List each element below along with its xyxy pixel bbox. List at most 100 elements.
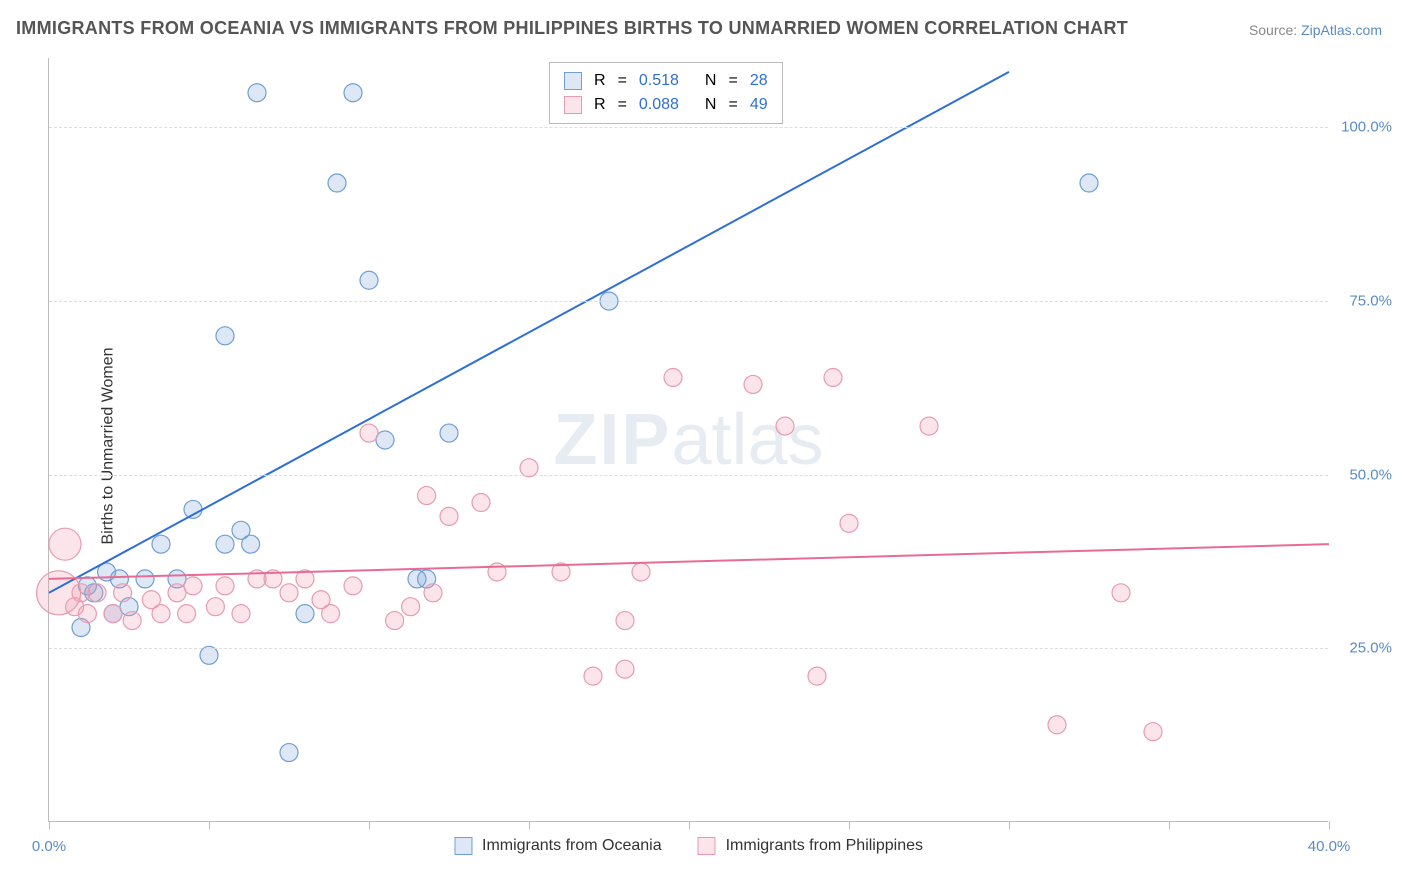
- scatter-point: [824, 368, 842, 386]
- legend-correlation-box: R = 0.518 N = 28 R = 0.088 N = 49: [549, 62, 783, 124]
- scatter-point: [344, 577, 362, 595]
- legend-eq2-1: =: [728, 96, 737, 114]
- legend-swatch-0: [564, 72, 582, 90]
- x-tick: [1169, 821, 1170, 829]
- source-attribution: Source: ZipAtlas.com: [1249, 22, 1382, 38]
- grid-line: [49, 301, 1328, 302]
- chart-title: IMMIGRANTS FROM OCEANIA VS IMMIGRANTS FR…: [16, 18, 1128, 39]
- scatter-point: [776, 417, 794, 435]
- scatter-point: [328, 174, 346, 192]
- x-tick-label: 40.0%: [1308, 838, 1351, 855]
- legend-bottom-label-1: Immigrants from Philippines: [726, 837, 923, 855]
- legend-r-label: R: [594, 72, 606, 90]
- scatter-point: [360, 424, 378, 442]
- scatter-point: [296, 605, 314, 623]
- y-tick-label: 100.0%: [1341, 119, 1392, 136]
- x-tick: [689, 821, 690, 829]
- scatter-point: [232, 605, 250, 623]
- legend-r-value-0: 0.518: [639, 72, 693, 90]
- legend-row-series-1: R = 0.088 N = 49: [564, 93, 768, 117]
- scatter-point: [744, 375, 762, 393]
- scatter-point: [104, 605, 122, 623]
- scatter-point: [248, 84, 266, 102]
- scatter-point: [152, 535, 170, 553]
- scatter-point: [344, 84, 362, 102]
- scatter-point: [840, 514, 858, 532]
- legend-n-value-0: 28: [750, 72, 768, 90]
- scatter-point: [280, 584, 298, 602]
- x-tick: [1009, 821, 1010, 829]
- scatter-point: [216, 577, 234, 595]
- grid-line: [49, 648, 1328, 649]
- scatter-point: [152, 605, 170, 623]
- scatter-point: [114, 584, 132, 602]
- trend-line: [49, 544, 1329, 579]
- scatter-point: [376, 431, 394, 449]
- legend-n-label-1: N: [705, 96, 717, 114]
- x-tick: [529, 821, 530, 829]
- scatter-point: [632, 563, 650, 581]
- source-prefix: Source:: [1249, 22, 1301, 38]
- scatter-point: [424, 584, 442, 602]
- scatter-point: [402, 598, 420, 616]
- scatter-point: [168, 584, 186, 602]
- legend-bottom-swatch-0: [454, 837, 472, 855]
- legend-r-label-1: R: [594, 96, 606, 114]
- x-tick: [849, 821, 850, 829]
- scatter-point: [49, 528, 81, 560]
- legend-bottom-label-0: Immigrants from Oceania: [482, 837, 662, 855]
- scatter-point: [418, 487, 436, 505]
- x-tick: [49, 821, 50, 829]
- y-tick-label: 25.0%: [1349, 640, 1392, 657]
- x-tick-label: 0.0%: [32, 838, 66, 855]
- legend-series-box: Immigrants from Oceania Immigrants from …: [454, 837, 923, 855]
- legend-item-0: Immigrants from Oceania: [454, 837, 662, 855]
- trend-line: [49, 72, 1009, 593]
- scatter-point: [242, 535, 260, 553]
- y-tick-label: 50.0%: [1349, 466, 1392, 483]
- scatter-point: [216, 327, 234, 345]
- legend-eq: =: [618, 72, 627, 90]
- legend-n-value-1: 49: [750, 96, 768, 114]
- scatter-point: [322, 605, 340, 623]
- plot-area: ZIPatlas R = 0.518 N = 28 R = 0.088 N = …: [48, 58, 1328, 822]
- scatter-point: [1112, 584, 1130, 602]
- x-tick: [1329, 821, 1330, 829]
- scatter-point: [360, 271, 378, 289]
- scatter-point: [136, 570, 154, 588]
- scatter-point: [472, 494, 490, 512]
- y-tick-label: 75.0%: [1349, 293, 1392, 310]
- legend-swatch-1: [564, 96, 582, 114]
- legend-bottom-swatch-1: [698, 837, 716, 855]
- scatter-point: [206, 598, 224, 616]
- scatter-point: [1080, 174, 1098, 192]
- legend-r-value-1: 0.088: [639, 96, 693, 114]
- scatter-point: [664, 368, 682, 386]
- scatter-point: [440, 424, 458, 442]
- scatter-point: [78, 605, 96, 623]
- scatter-point: [72, 584, 90, 602]
- scatter-point: [1144, 723, 1162, 741]
- scatter-point: [920, 417, 938, 435]
- scatter-point: [584, 667, 602, 685]
- scatter-point: [616, 612, 634, 630]
- scatter-point: [386, 612, 404, 630]
- scatter-point: [184, 577, 202, 595]
- scatter-point: [178, 605, 196, 623]
- scatter-point: [1048, 716, 1066, 734]
- source-link[interactable]: ZipAtlas.com: [1301, 22, 1382, 38]
- scatter-point: [808, 667, 826, 685]
- x-tick: [369, 821, 370, 829]
- plot-svg: [49, 58, 1328, 821]
- scatter-point: [88, 584, 106, 602]
- scatter-point: [440, 507, 458, 525]
- legend-item-1: Immigrants from Philippines: [698, 837, 923, 855]
- legend-row-series-0: R = 0.518 N = 28: [564, 69, 768, 93]
- scatter-point: [123, 612, 141, 630]
- grid-line: [49, 127, 1328, 128]
- legend-eq-1: =: [618, 96, 627, 114]
- legend-n-label: N: [705, 72, 717, 90]
- legend-eq2: =: [728, 72, 737, 90]
- x-tick: [209, 821, 210, 829]
- scatter-point: [280, 744, 298, 762]
